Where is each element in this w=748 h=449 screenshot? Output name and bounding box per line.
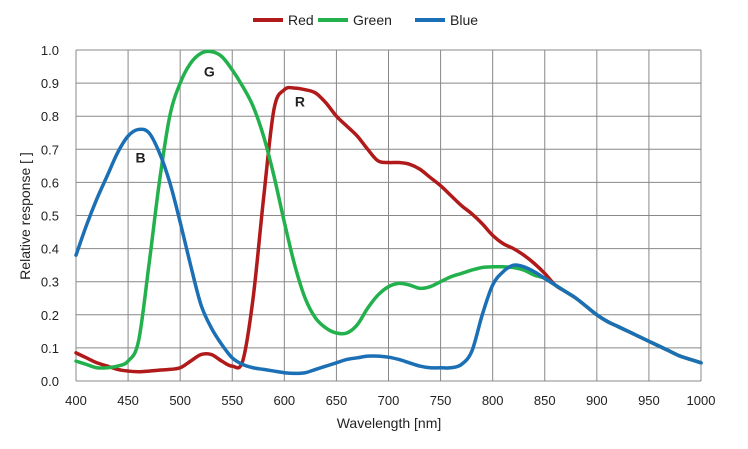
y-tick-label: 0.8	[41, 109, 59, 124]
y-tick-label: 0.7	[41, 142, 59, 157]
x-tick-label: 850	[534, 393, 556, 408]
y-axis-label: Relative response [ ]	[17, 152, 33, 280]
legend: Red Green Blue	[253, 12, 478, 28]
y-tick-label: 0.1	[41, 341, 59, 356]
x-tick-label: 1000	[687, 393, 716, 408]
x-tick-label: 900	[586, 393, 608, 408]
legend-label-red: Red	[288, 12, 314, 28]
series-line-blue	[74, 127, 703, 376]
y-tick-label: 0.0	[41, 374, 59, 389]
x-tick-label: 750	[430, 393, 452, 408]
legend-label-green: Green	[353, 12, 392, 28]
y-tick-label: 0.2	[41, 308, 59, 323]
grid	[75, 49, 702, 382]
curve-label-green: G	[204, 63, 215, 79]
x-tick-label: 400	[65, 393, 87, 408]
legend-label-blue: Blue	[450, 12, 478, 28]
y-tick-label: 1.0	[41, 43, 59, 58]
x-axis-ticks: 400 450 500 550 600 650 700 750 800 850 900 950 1000	[65, 393, 715, 408]
x-tick-label: 500	[169, 393, 191, 408]
y-tick-label: 0.4	[41, 242, 59, 257]
y-tick-label: 0.3	[41, 275, 59, 290]
y-tick-label: 0.6	[41, 175, 59, 190]
y-axis-ticks: 0.0 0.1 0.2 0.3 0.4 0.5 0.6 0.7 0.8 0.9 1.0	[41, 43, 59, 389]
curve-labels: R G B	[136, 63, 306, 165]
curve-label-blue: B	[136, 150, 146, 166]
y-tick-label: 0.9	[41, 76, 59, 91]
x-tick-label: 800	[482, 393, 504, 408]
x-tick-label: 600	[273, 393, 295, 408]
x-tick-label: 550	[221, 393, 243, 408]
x-axis-label: Wavelength [nm]	[337, 415, 442, 431]
series-lines	[74, 49, 703, 376]
x-tick-label: 650	[326, 393, 348, 408]
x-tick-label: 700	[378, 393, 400, 408]
curve-label-red: R	[295, 93, 305, 109]
x-tick-label: 950	[638, 393, 660, 408]
y-tick-label: 0.5	[41, 209, 59, 224]
x-tick-label: 450	[117, 393, 139, 408]
